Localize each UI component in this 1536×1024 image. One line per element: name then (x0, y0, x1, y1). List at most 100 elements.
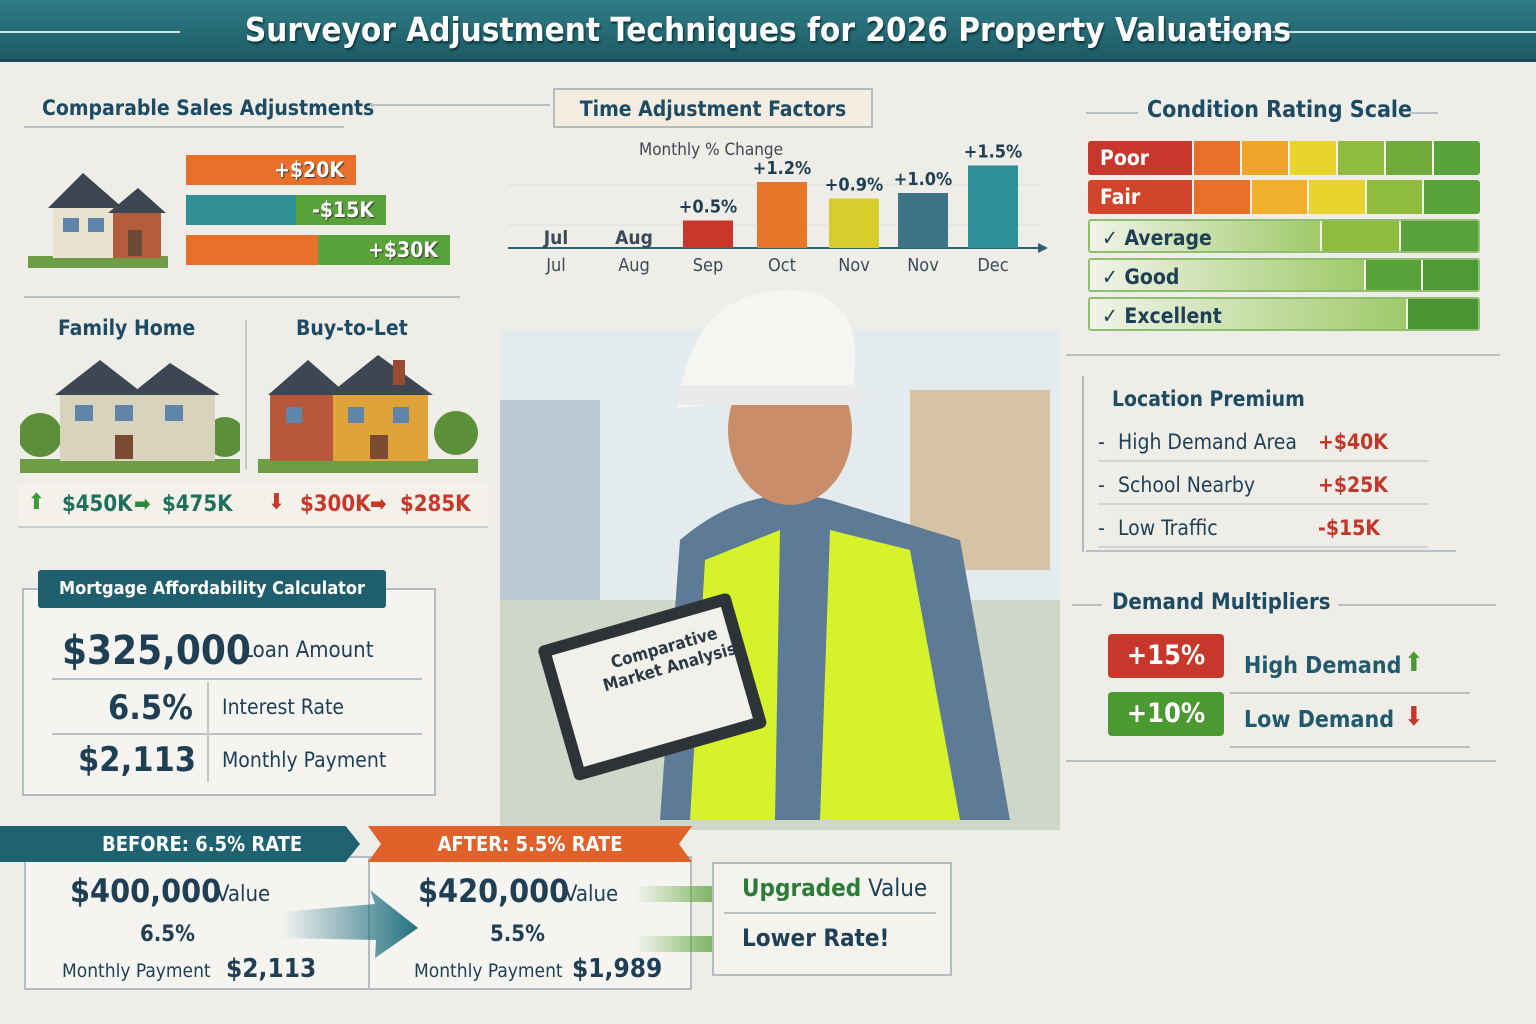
comparable-adjustment-bar: +$20K (186, 155, 356, 185)
after-value-label: Value (564, 882, 619, 907)
divider (52, 678, 422, 680)
divider (24, 126, 344, 128)
rating-segment (1192, 180, 1250, 214)
rating-segment (1432, 141, 1480, 175)
bar-sep (683, 220, 733, 248)
family-from: $450K (62, 492, 133, 517)
before-payment-label: Monthly Payment (62, 960, 211, 982)
condition-label: Poor (1088, 141, 1192, 175)
home-value-changes: ⬆ $450K ➡ $475K ⬇ $300K ➡ $285K (18, 484, 488, 528)
before-banner: BEFORE: 6.5% RATE (0, 826, 360, 862)
tick-label: Dec (977, 255, 1008, 276)
arrow-up-icon: ⬆ (28, 490, 45, 515)
house-illustration (28, 173, 168, 268)
loan-label: Loan Amount (242, 638, 374, 663)
condition-text: Poor (1100, 146, 1150, 170)
comparable-title: Comparable Sales Adjustments (42, 96, 375, 120)
divider (1212, 31, 1536, 33)
demand-label: High Demand (1244, 653, 1402, 679)
condition-row-poor: Poor (1088, 141, 1480, 175)
rating-segment (1336, 141, 1384, 175)
rating-segment (1422, 180, 1480, 214)
rating-segment (1307, 180, 1365, 214)
after-banner: AFTER: 5.5% RATE (368, 826, 692, 862)
location-value: +$40K (1318, 430, 1388, 454)
condition-text: Fair (1100, 185, 1141, 209)
condition-row-good: ✓ Good (1088, 258, 1480, 292)
data-label: +0.9% (825, 175, 883, 196)
divider (370, 104, 550, 106)
comparable-adjustment-bar: +$30K (186, 235, 450, 265)
monthly-payment: $2,113 (78, 740, 197, 780)
demand-value: +10% (1108, 692, 1224, 736)
after-rate: 5.5% (490, 922, 545, 947)
divider (245, 320, 247, 470)
after-payment-label: Monthly Payment (414, 960, 563, 982)
location-item: - Low Traffic -$15K (1098, 516, 1428, 548)
bar-nov (898, 193, 948, 248)
divider (1230, 746, 1470, 748)
arrow-up-icon: ⬆ (1404, 648, 1424, 678)
bar-label: Aug (615, 227, 653, 249)
condition-text: Excellent (1124, 304, 1222, 328)
location-item: - High Demand Area +$40K (1098, 430, 1428, 462)
check-icon: ✓ (1102, 265, 1125, 289)
before-value: $400,000 (70, 872, 222, 910)
rating-segment (1320, 221, 1399, 251)
condition-text: Average (1124, 226, 1212, 250)
divider (1086, 112, 1138, 114)
arrow-right-icon (280, 890, 418, 958)
dash: - (1098, 473, 1105, 497)
divider (1410, 112, 1438, 114)
demand-title: Demand Multipliers (1112, 590, 1331, 615)
btl-to: $285K (400, 492, 471, 517)
arrow-right-icon: ➡ (370, 492, 387, 517)
divider (207, 682, 209, 782)
tick-label: Nov (838, 255, 870, 276)
time-title: Time Adjustment Factors (579, 97, 847, 121)
bar-oct (757, 182, 807, 248)
buy-to-let-illustration (258, 355, 478, 473)
family-home-illustration (20, 360, 240, 473)
condition-label: Fair (1088, 180, 1192, 214)
tick-label: Jul (545, 255, 566, 276)
divider (1066, 760, 1496, 762)
data-label: +1.2% (753, 158, 811, 179)
upgraded-bold: Upgraded (742, 874, 862, 902)
after-payment: $1,989 (572, 954, 663, 984)
time-title-box: Time Adjustment Factors (553, 88, 873, 128)
divider (1072, 604, 1102, 606)
data-label: +0.5% (679, 197, 737, 218)
rating-segment (1192, 141, 1240, 175)
divider (1338, 604, 1496, 606)
location-value: +$25K (1318, 473, 1388, 497)
condition-row-fair: Fair (1088, 180, 1480, 214)
condition-text: Good (1124, 265, 1180, 289)
location-item: - School Nearby +$25K (1098, 473, 1428, 505)
rating-segment (1288, 141, 1336, 175)
after-value: $420,000 (418, 872, 570, 910)
divider (52, 733, 422, 735)
mortgage-title: Mortgage Affordability Calculator (38, 570, 386, 608)
location-box (1082, 376, 1492, 552)
tick-label: Nov (907, 255, 939, 276)
location-label: High Demand Area (1118, 430, 1297, 454)
condition-label: ✓ Average (1090, 221, 1320, 251)
arrow-right-icon: ➡ (134, 492, 151, 517)
rating-segment (1399, 221, 1478, 251)
arrow-down-icon: ⬇ (268, 490, 285, 515)
before-value-label: Value (216, 882, 271, 907)
time-chart: Jul Jul Aug Aug +0.5% Sep +1.2% Oct +0.9% Nov +1.0… (508, 142, 1048, 276)
upgraded-value-note: Upgraded Value (742, 874, 927, 902)
family-to: $475K (162, 492, 233, 517)
arrow-down-icon: ⬇ (1404, 702, 1424, 732)
condition-row-average: ✓ Average (1088, 219, 1480, 253)
divider (24, 296, 460, 298)
notes-box (712, 862, 952, 976)
before-rate: 6.5% (140, 922, 195, 947)
lower-rate-note: Lower Rate! (742, 924, 890, 952)
data-label: +1.0% (894, 169, 952, 190)
location-value: -$15K (1318, 516, 1380, 540)
rating-segment (1240, 141, 1288, 175)
condition-label: ✓ Good (1090, 260, 1364, 290)
